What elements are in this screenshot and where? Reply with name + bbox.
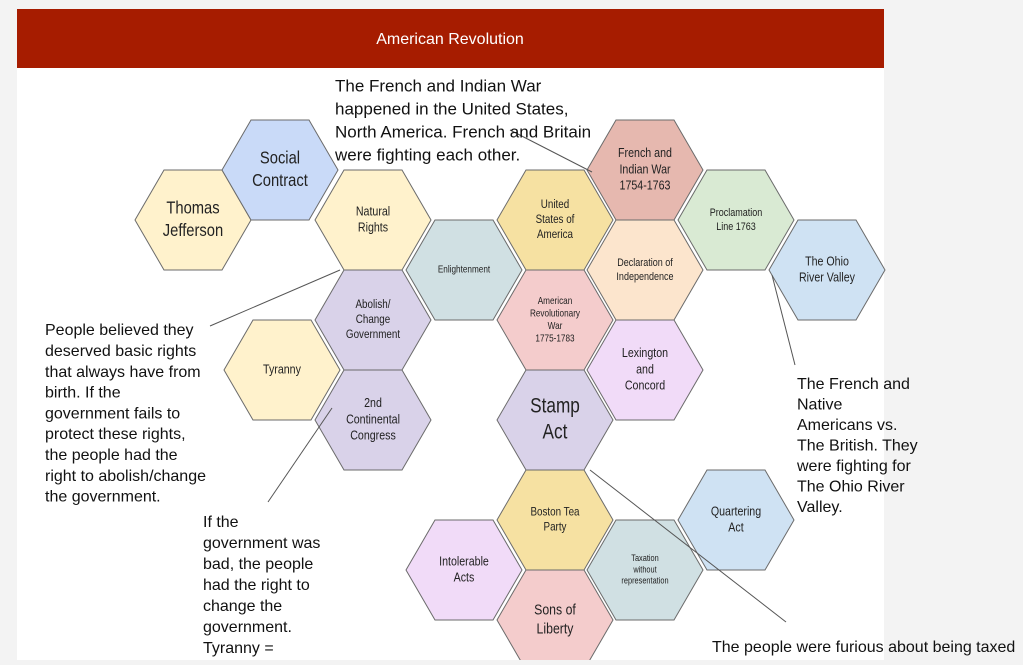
hexagon-label: Stamp [530,395,580,418]
hexagon-label: Sons of [534,601,576,617]
hexagon-label: 1775-1783 [535,333,574,344]
annotation-text: were fighting for [796,458,912,475]
bottom-strip [0,660,1023,665]
hexagon-label: Acts [454,570,475,585]
hexagon-label: Enlightenment [438,264,491,275]
hexagon-label: Intolerable [439,553,489,568]
hexagon-label: Jefferson [163,221,223,241]
hexagon-label: American [538,295,573,306]
annotation-text: The people were furious about being taxe… [712,639,1015,656]
annotation-text: birth. If the [45,385,121,402]
hexagon [677,469,795,571]
annotation-text: deserved basic rights [45,343,196,360]
connector [589,469,787,623]
annotation-text: government fails to [45,405,180,422]
hexagon [496,569,614,665]
header-bar [17,9,884,68]
connector [209,269,341,327]
hexagon-label: Indian War [619,161,670,176]
annotation-text: Native [797,397,842,414]
annotation-text: The French and Indian War [335,76,542,95]
hexagon [586,319,704,421]
annotation-text: change the [203,598,282,615]
hexagon-label: French and [618,145,672,160]
hexagon-label: Rights [358,220,388,235]
hexagon-label: Act [543,421,568,444]
hexagon-label: Tyranny [263,361,301,376]
annotation-text: If the [203,514,239,531]
hexagon [586,519,704,621]
hexagon-label: Change [356,313,390,326]
hexagon-label: United [541,198,569,211]
hexagon-label: Concord [625,378,665,393]
annotation-text: government was [203,535,320,552]
annotation-text: Americans vs. [797,417,897,434]
hexagon-label: River Valley [799,270,855,285]
annotation-text: the people had the [45,447,178,464]
annotation-text: right to abolish/change [45,468,206,485]
hexagon-label: Congress [350,428,396,443]
hexagon [677,169,795,271]
hexagon-label: representation [621,576,669,586]
hexagon-label: Revolutionary [530,308,580,319]
hexagon-label: 2nd [364,395,382,410]
annotation-text: bad, the people [203,556,313,573]
connector [771,274,796,366]
hexagon-label: Thomas [166,198,219,218]
hexagon-label: Lexington [622,345,668,360]
annotation-text: were fighting each other. [334,145,520,164]
hexagon-label: Natural [356,203,390,218]
annotation-text: The British. They [797,438,918,455]
annotation-text: government. [203,619,292,636]
connector [509,129,593,173]
hexagon-label: Social [260,148,300,168]
hexagon-label: Liberty [537,620,574,636]
hexagon [314,369,432,471]
hexagon-label: Government [346,328,400,341]
annotation-text: protect these rights, [45,426,186,443]
hexagon [223,319,341,421]
hexagon-label: Proclamation [710,207,763,219]
annotation-text: The Ohio River [797,479,905,496]
hexagon-label: Continental [346,411,400,426]
header-title: American Revolution [376,31,524,48]
hexagon-label: Declaration of [617,257,673,269]
hexagon-label: 1754-1763 [620,178,671,193]
annotation-text: Valley. [797,499,843,516]
hexagon [768,219,886,321]
hexagon-label: The Ohio [805,253,849,268]
hexagon-label: without [632,565,657,575]
hexagon-label: and [636,361,654,376]
annotation-text: North America. French and Britain [335,122,591,141]
connector [267,407,333,503]
annotation-text: happened in the United States, [335,99,568,118]
annotation-text: that always have from [45,364,201,381]
hexagon-label: Boston Tea [530,506,580,519]
annotation-text: the government. [45,489,161,506]
hexagon-label: Taxation [631,553,659,563]
annotation-text: The French and [797,376,910,393]
hexagon [405,519,523,621]
hexagon-label: Act [728,520,744,535]
hexagon-label: Contract [252,171,308,191]
hexagon-label: Abolish/ [355,298,391,311]
hexagon-label: Independence [616,271,673,283]
hexagon-label: States of [536,213,576,226]
hexagon-label: Party [544,521,567,534]
annotation-text: Tyranny = [203,640,274,657]
hexagon [405,219,523,321]
hexagon [221,119,339,221]
annotation-text: People believed they [45,322,194,339]
hexagon-label: War [548,320,563,331]
annotation-text: had the right to [203,577,310,594]
hexagon-label: America [537,228,574,241]
hexagon-label: Quartering [711,503,761,518]
hexagon-label: Line 1763 [716,221,756,233]
